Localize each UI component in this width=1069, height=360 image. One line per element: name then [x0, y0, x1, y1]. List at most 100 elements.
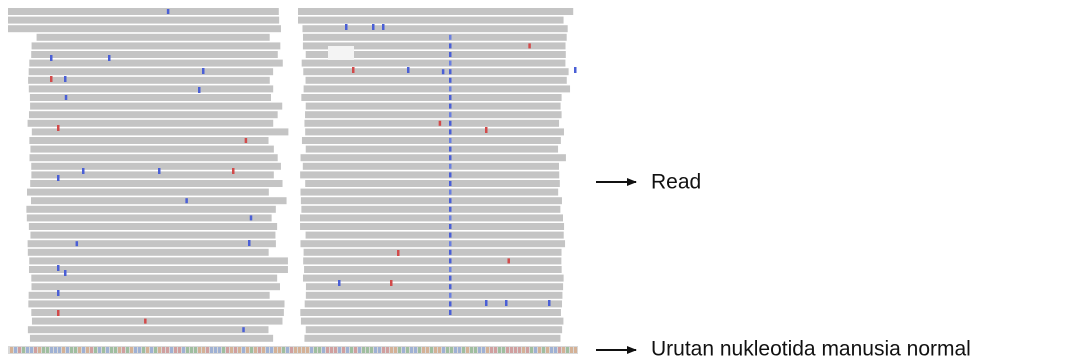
read — [304, 335, 560, 342]
base — [462, 347, 465, 353]
mismatch — [167, 9, 170, 14]
mismatch — [407, 67, 410, 73]
read — [27, 189, 269, 196]
base — [186, 347, 189, 353]
read — [301, 318, 563, 325]
mismatch — [528, 43, 531, 48]
base — [158, 347, 161, 353]
read — [30, 103, 282, 110]
mismatch — [449, 104, 452, 109]
base — [234, 347, 237, 353]
read — [26, 206, 275, 213]
read — [300, 214, 563, 221]
mismatch — [242, 327, 245, 332]
base — [266, 347, 269, 353]
mismatch — [185, 198, 188, 203]
mismatch — [449, 233, 452, 238]
base — [42, 347, 45, 353]
mismatch — [485, 300, 488, 306]
base — [86, 347, 89, 353]
mismatch — [57, 265, 60, 271]
base — [166, 347, 169, 353]
base — [390, 347, 393, 353]
base — [258, 347, 261, 353]
mismatch — [449, 301, 452, 306]
read — [30, 232, 275, 239]
read — [30, 335, 273, 342]
base — [178, 347, 181, 353]
base — [510, 347, 513, 353]
read — [300, 189, 558, 196]
mismatch — [50, 76, 53, 82]
base — [406, 347, 409, 353]
read — [300, 309, 561, 316]
mismatch — [449, 78, 452, 83]
mismatch — [449, 198, 452, 203]
mismatch — [144, 319, 147, 324]
read — [32, 42, 281, 49]
mismatch — [449, 69, 452, 74]
base — [350, 347, 353, 353]
read — [305, 300, 562, 307]
base — [330, 347, 333, 353]
base — [426, 347, 429, 353]
base — [98, 347, 101, 353]
read — [31, 197, 287, 204]
mismatch — [449, 267, 452, 272]
read — [29, 85, 273, 92]
read — [303, 68, 568, 75]
mismatch — [449, 35, 452, 40]
base — [514, 347, 517, 353]
base — [310, 347, 313, 353]
base — [454, 347, 457, 353]
read — [8, 8, 279, 15]
alignment-figure: Read Urutan nukleotida manusia normal — [0, 0, 1069, 360]
mismatch — [574, 67, 577, 73]
base — [574, 347, 577, 353]
base — [466, 347, 469, 353]
mismatch — [507, 258, 510, 263]
mismatch — [449, 258, 452, 263]
read — [28, 240, 276, 247]
read — [301, 206, 560, 213]
read-track — [8, 8, 573, 342]
read — [303, 257, 561, 264]
mismatch — [449, 52, 452, 57]
base — [286, 347, 289, 353]
read — [8, 17, 279, 24]
base — [566, 347, 569, 353]
read — [32, 318, 283, 325]
base — [194, 347, 197, 353]
read — [301, 197, 562, 204]
base — [10, 347, 13, 353]
base — [558, 347, 561, 353]
base — [378, 347, 381, 353]
read — [306, 146, 558, 153]
base — [546, 347, 549, 353]
mismatch — [65, 95, 68, 100]
read — [31, 51, 278, 58]
mismatch — [245, 138, 248, 143]
base — [70, 347, 73, 353]
mismatch — [449, 276, 452, 281]
mismatch — [198, 87, 201, 93]
read — [301, 94, 561, 101]
base — [362, 347, 365, 353]
base — [162, 347, 165, 353]
base — [14, 347, 17, 353]
read — [30, 146, 273, 153]
base — [38, 347, 41, 353]
mismatch — [449, 284, 452, 289]
base — [398, 347, 401, 353]
base — [218, 347, 221, 353]
mismatch — [449, 172, 452, 177]
read — [300, 171, 559, 178]
base — [314, 347, 317, 353]
read — [306, 283, 563, 290]
read — [31, 171, 273, 178]
read — [31, 163, 281, 170]
read — [29, 223, 277, 230]
mismatch — [352, 67, 355, 73]
mismatch — [449, 43, 452, 48]
mismatch — [449, 215, 452, 220]
